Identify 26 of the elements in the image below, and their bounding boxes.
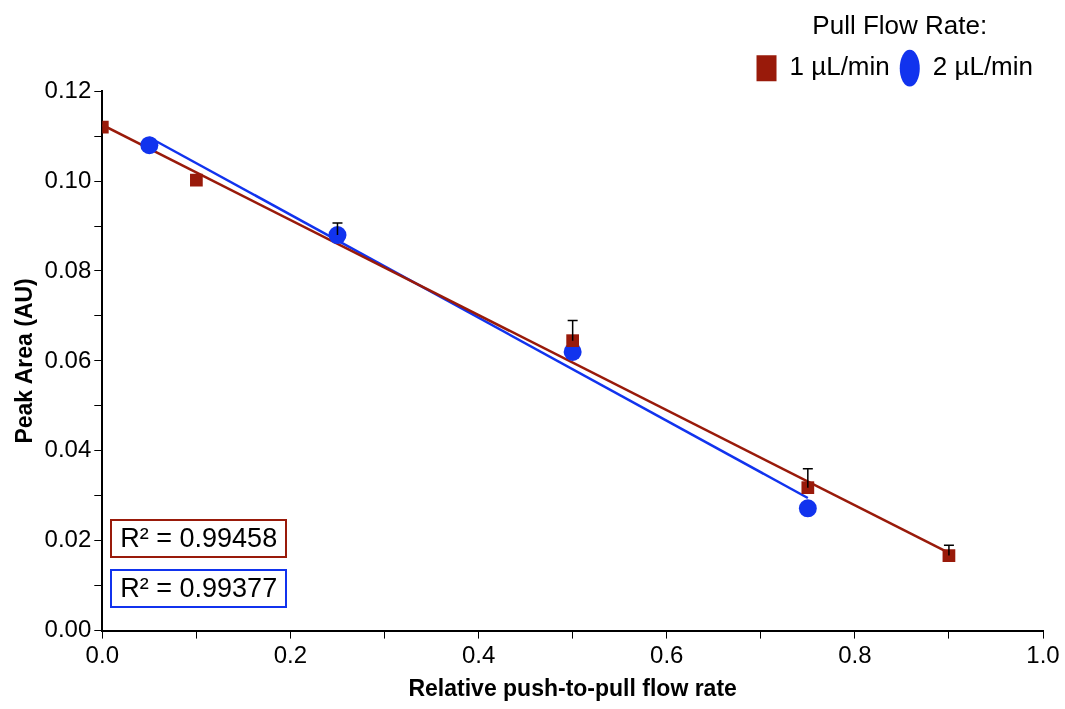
x-tick-label: 0.8 bbox=[838, 640, 872, 668]
legend-label: 1 µL/min bbox=[789, 51, 890, 82]
y-axis-title: Peak Area (AU) bbox=[11, 278, 38, 444]
x-axis-title: Relative push-to-pull flow rate bbox=[408, 674, 737, 701]
point bbox=[801, 481, 815, 495]
y-tick-label: 0.12 bbox=[44, 75, 92, 103]
x-tick-label: 0.2 bbox=[273, 640, 308, 668]
point bbox=[798, 499, 817, 518]
legend-title: Pull Flow Rate: bbox=[812, 10, 988, 41]
x-tick-label: 0.0 bbox=[85, 640, 119, 668]
x-tick-label: 0.4 bbox=[461, 640, 496, 668]
point bbox=[566, 334, 580, 348]
annotation: R² = 0.99458 bbox=[110, 518, 288, 558]
y-tick-label: 0.02 bbox=[44, 525, 92, 553]
annotation: R² = 0.99377 bbox=[110, 568, 288, 608]
y-tick-label: 0.04 bbox=[44, 435, 92, 463]
point bbox=[140, 136, 159, 155]
y-tick-label: 0.00 bbox=[44, 615, 92, 643]
y-tick-label: 0.08 bbox=[44, 255, 92, 283]
point bbox=[190, 173, 203, 187]
y-tick-label: 0.06 bbox=[44, 345, 92, 373]
legend-label: 2 µL/min bbox=[932, 51, 1034, 82]
x-tick-label: 1.0 bbox=[1026, 640, 1060, 668]
x-tick-label: 0.6 bbox=[650, 640, 684, 668]
point bbox=[328, 226, 347, 245]
y-tick-label: 0.10 bbox=[44, 165, 92, 193]
